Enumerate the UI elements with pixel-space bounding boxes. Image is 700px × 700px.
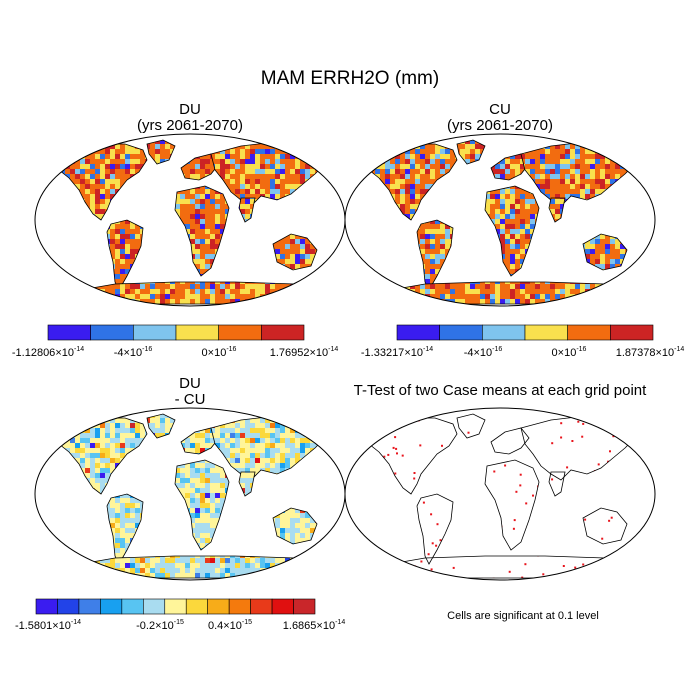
colorbar-box [440, 325, 483, 340]
colorbar-box [79, 599, 100, 614]
globe-background [345, 408, 655, 580]
colorbar-box [272, 599, 293, 614]
colorbar-box [48, 325, 91, 340]
colorbar-box [176, 325, 219, 340]
du-colorbar [48, 325, 304, 340]
du-cbar-label-max: 1.76952×10-14 [270, 346, 339, 359]
colorbar-box [186, 599, 207, 614]
cu-subtitle: (yrs 2061-2070) [447, 117, 553, 134]
diff-map [35, 408, 345, 583]
colorbar-box [568, 325, 611, 340]
colorbar-box [261, 325, 304, 340]
cu-cbar-label-max: 1.87378×10-14 [616, 346, 685, 359]
colorbar-box [525, 325, 568, 340]
cu-cbar-label-min: -1.33217×10-14 [361, 346, 433, 359]
colorbar-box [133, 325, 176, 340]
du-title: DU [179, 101, 201, 118]
diff-cbar-label-2: -0.2×10-15 [136, 619, 184, 632]
ttest-map [345, 408, 657, 582]
colorbar-box [57, 599, 78, 614]
cu-cbar-label-3: 0×10-16 [552, 346, 587, 359]
ttest-note: Cells are significant at 0.1 level [447, 610, 599, 622]
diff-subtitle: - CU [175, 391, 206, 408]
colorbar-box [100, 599, 121, 614]
colorbar-box [143, 599, 164, 614]
du-cbar-label-2: -4×10-16 [114, 346, 153, 359]
cu-title: CU [489, 101, 511, 118]
diff-cbar-label-min: -1.5801×10-14 [15, 619, 81, 632]
colorbar-box [294, 599, 315, 614]
du-map [35, 134, 345, 309]
cu-map [345, 134, 655, 309]
ttest-title: T-Test of two Case means at each grid po… [354, 382, 647, 399]
colorbar-box [482, 325, 525, 340]
colorbar-box [397, 325, 440, 340]
figure-title: MAM ERRH2O (mm) [261, 68, 439, 89]
colorbar-box [229, 599, 250, 614]
du-cbar-label-min: -1.12806×10-14 [12, 346, 84, 359]
colorbar-box [208, 599, 229, 614]
diff-cbar-label-max: 1.6865×10-14 [283, 619, 346, 632]
du-cbar-label-3: 0×10-16 [202, 346, 237, 359]
cu-cbar-label-2: -4×10-16 [464, 346, 503, 359]
colorbar-box [122, 599, 143, 614]
du-subtitle: (yrs 2061-2070) [137, 117, 243, 134]
colorbar-box [610, 325, 653, 340]
diff-colorbar [36, 599, 315, 614]
colorbar-box [219, 325, 262, 340]
colorbar-box [165, 599, 186, 614]
diff-title: DU [179, 375, 201, 392]
colorbar-box [251, 599, 272, 614]
colorbar-box [36, 599, 57, 614]
diff-cbar-label-3: 0.4×10-15 [208, 619, 252, 632]
cu-colorbar [397, 325, 653, 340]
colorbar-box [91, 325, 134, 340]
